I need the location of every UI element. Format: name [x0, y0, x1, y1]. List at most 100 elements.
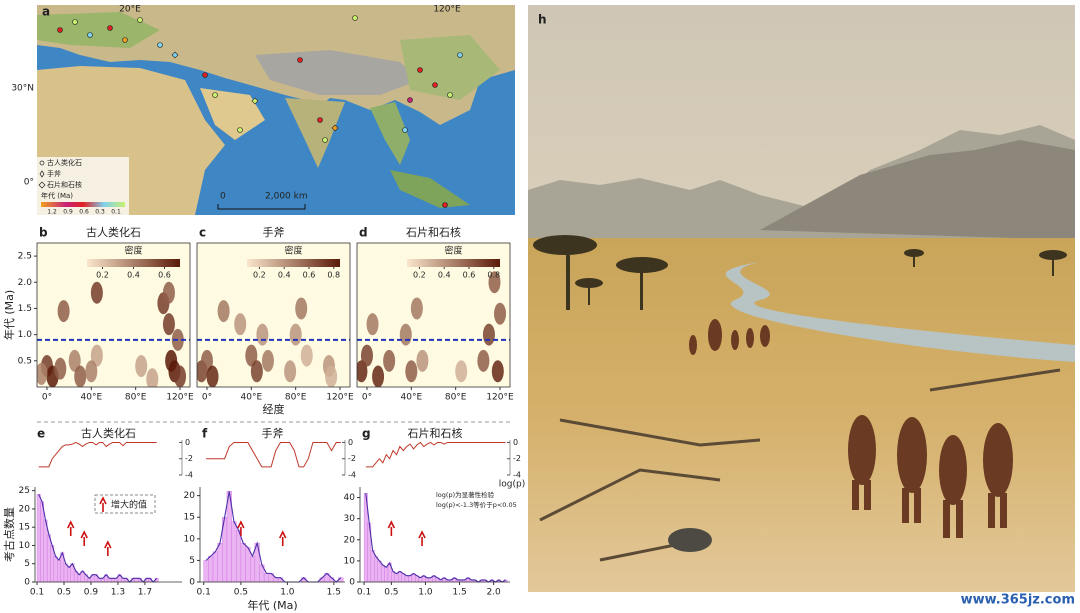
- lat-label: 0°: [24, 178, 34, 188]
- bar: [217, 542, 223, 583]
- y-axis-label: 年代 (Ma): [2, 290, 16, 340]
- bar: [391, 571, 395, 583]
- arabia: [200, 88, 265, 140]
- density-cell: [261, 349, 274, 372]
- logp-line: [38, 441, 157, 468]
- bar: [53, 556, 58, 583]
- europe: [37, 12, 160, 48]
- age-tick-label: 0.3: [95, 209, 105, 216]
- y-tick-label: 1.5: [18, 304, 32, 314]
- density-cell: [383, 349, 396, 372]
- colorbar-tick-label: 0.2: [413, 271, 426, 280]
- density-cell: [90, 344, 103, 367]
- arrow-annotation: [104, 540, 112, 556]
- density-cell: [200, 349, 213, 372]
- density-cell: [494, 302, 507, 325]
- bar: [43, 519, 48, 583]
- x-tick-label: 120°E: [166, 393, 194, 403]
- bar: [40, 501, 44, 583]
- logp-tick-label: -4: [185, 471, 193, 480]
- colorbar-tick-label: 0.2: [253, 271, 266, 280]
- y-tick-label: 0: [24, 578, 30, 588]
- bar: [374, 556, 378, 583]
- x-axis-label: 经度: [263, 402, 285, 416]
- density-cell: [366, 313, 379, 336]
- colorbar-label: 密度: [284, 245, 302, 257]
- x-tick-label: 40°E: [81, 393, 103, 403]
- deadwood: [539, 368, 1061, 562]
- x-tick-label: 1.7: [138, 588, 152, 598]
- arrow-annotation: [80, 530, 88, 546]
- bar: [77, 574, 82, 583]
- legend-symbol: [39, 160, 45, 166]
- density-cells: [357, 271, 507, 387]
- heatmap-panel: 密度 0.2 0.4 0.6 0.8 c 手斧 0° 40°E 80°E 120°E 经度: [196, 225, 354, 416]
- density-cell: [162, 281, 175, 304]
- bar: [377, 560, 382, 583]
- mountains-near: [760, 140, 1075, 240]
- colorbar-tick-label: 0.8: [487, 271, 500, 280]
- x-tick-label: 1.0: [418, 588, 433, 598]
- lon-label: 20°E: [119, 5, 141, 15]
- x-tick-label: 0°: [362, 393, 372, 403]
- painting: h: [528, 5, 1075, 592]
- arrow-annotation: [67, 520, 75, 536]
- chart-title: 古人类化石: [81, 426, 136, 440]
- y-tick-label: 1.0: [18, 330, 33, 340]
- density-cell: [90, 281, 103, 304]
- site-markers: [57, 15, 463, 208]
- legend-label: 古人类化石: [47, 158, 82, 167]
- plateau: [255, 50, 420, 95]
- panel-label: h: [538, 13, 547, 27]
- legend-title: 年代 (Ma): [41, 191, 73, 200]
- density-cell: [289, 323, 302, 346]
- bar: [273, 577, 279, 583]
- density-cell: [217, 300, 230, 323]
- x-tick-label: 0.1: [30, 588, 44, 598]
- bar: [212, 551, 218, 583]
- density-cell: [245, 344, 258, 367]
- colorbar-tick-label: 0.4: [438, 271, 451, 280]
- legend-label: 手斧: [47, 169, 61, 178]
- bar: [67, 567, 71, 583]
- logp-tick-label: -4: [513, 471, 521, 480]
- heatmap-panel: 密度 0.2 0.4 0.6 0.8 d 石片和石核 0° 40°E 80°E 120°E: [356, 225, 514, 403]
- plot-frame: [36, 242, 191, 388]
- y-tick-label: 5: [189, 556, 195, 566]
- density-cell: [37, 362, 48, 385]
- chart-title: 古人类化石: [86, 225, 141, 239]
- age-tick-label: 0.6: [79, 209, 89, 216]
- logp-tick-label: -2: [513, 454, 521, 463]
- note-arrow: [99, 496, 107, 512]
- y-tick-label: 20: [344, 535, 356, 545]
- bar: [394, 573, 399, 583]
- note-label: 增大的值: [111, 499, 147, 511]
- density-cell: [405, 360, 418, 383]
- logp-tick-label: -2: [348, 454, 356, 463]
- x-tick-label: 40°E: [241, 393, 263, 403]
- colorbar: [87, 259, 180, 267]
- y-tick-label: 0: [189, 578, 195, 588]
- chart-title: 手斧: [262, 426, 284, 440]
- plot-frame: [196, 242, 351, 388]
- note-text: log(p)为显著性检验: [436, 490, 495, 499]
- bar: [380, 564, 385, 583]
- y-tick-label: 20: [19, 504, 31, 514]
- y-axis-label: 考古点数量: [3, 507, 16, 562]
- density-cell: [74, 365, 87, 387]
- scale-label: 0: [220, 192, 226, 202]
- x-tick-label: 40°E: [401, 393, 423, 403]
- lon-label: 120°E: [433, 5, 461, 15]
- bar: [425, 577, 430, 583]
- y-tick-label: 20: [184, 491, 196, 501]
- density-cell: [416, 349, 429, 372]
- se-asia: [370, 102, 410, 165]
- density-cell: [482, 323, 495, 346]
- heatmap-panel: 密度 0.2 0.4 0.6 b 古人类化石 0° 40°E 80°E 120°E 0.5 1.0 1.…: [2, 225, 194, 403]
- density-cell: [234, 313, 247, 336]
- density-cell: [410, 297, 423, 320]
- arrow-annotation: [418, 530, 426, 546]
- bar: [428, 577, 433, 583]
